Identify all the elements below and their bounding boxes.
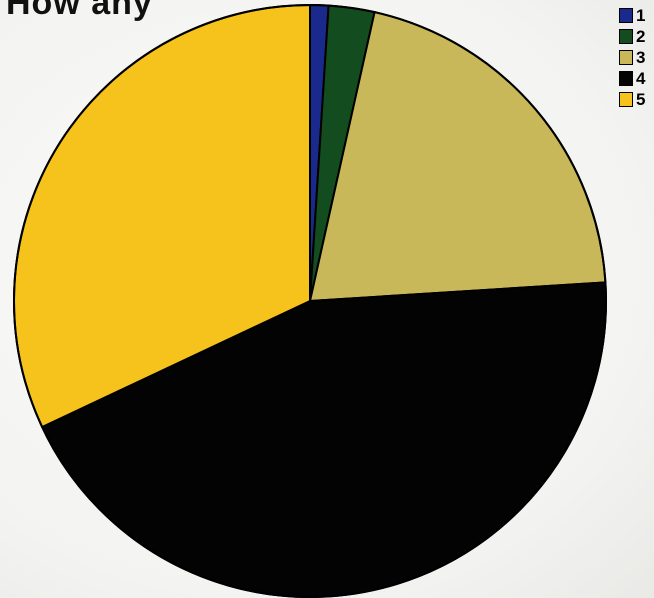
chart-title: How any xyxy=(6,0,153,22)
legend-swatch xyxy=(619,29,633,44)
legend-label: 5 xyxy=(636,90,646,109)
legend-swatch xyxy=(619,8,633,23)
legend-item-3: 3 xyxy=(619,47,645,68)
pie-slices xyxy=(13,3,607,598)
legend-label: 4 xyxy=(636,69,646,88)
legend-item-4: 4 xyxy=(619,68,645,89)
legend-label: 3 xyxy=(636,48,646,67)
legend-swatch xyxy=(619,71,633,86)
legend-label: 2 xyxy=(636,27,646,46)
legend-item-1: 1 xyxy=(619,5,645,26)
legend: 1 2 3 4 5 xyxy=(619,5,645,110)
legend-swatch xyxy=(619,50,633,65)
legend-label: 1 xyxy=(636,6,646,25)
legend-swatch xyxy=(619,92,633,107)
pie-outline xyxy=(13,4,607,598)
legend-item-2: 2 xyxy=(619,26,645,47)
legend-item-5: 5 xyxy=(619,89,645,110)
